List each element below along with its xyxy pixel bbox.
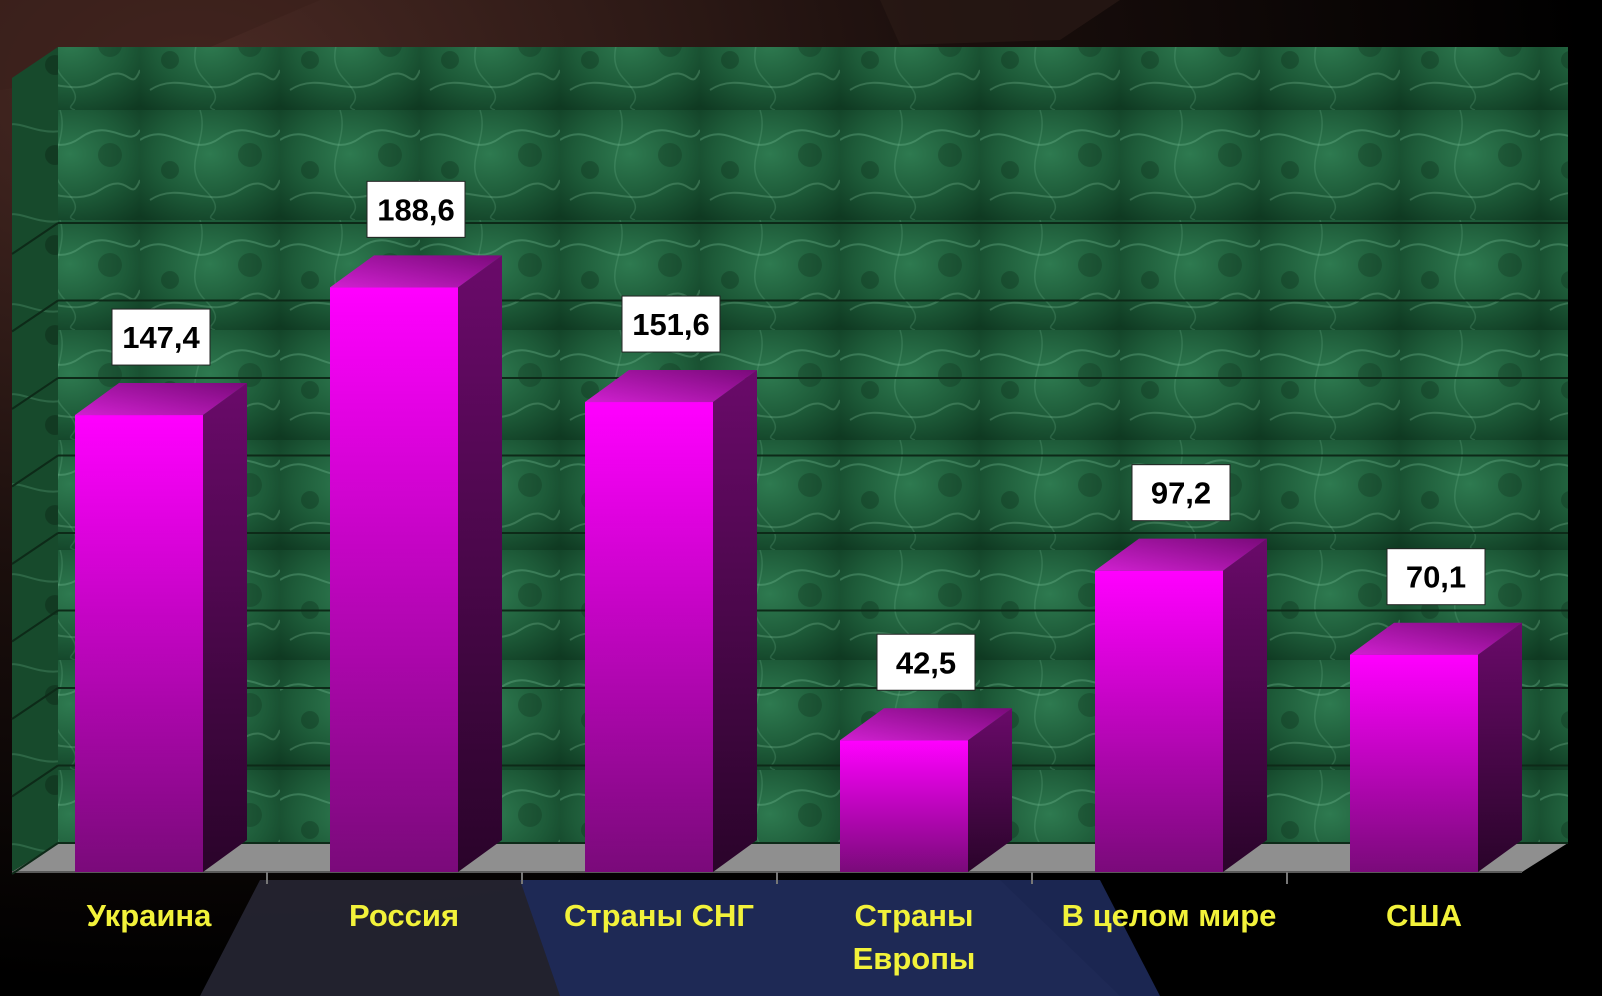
gridline (11, 764, 1568, 798)
value-label-box (621, 295, 721, 353)
value-label-box (1386, 548, 1486, 606)
bar-front (585, 402, 713, 872)
gridline (11, 842, 1568, 875)
bar-front (840, 740, 968, 872)
bars (75, 255, 1522, 873)
bar-front (75, 415, 203, 872)
category-label: Россия (349, 898, 459, 933)
bar-side (1478, 622, 1522, 872)
bar-top (1095, 538, 1267, 571)
value-labels: 147,4 188,6 151,6 42,5 97,2 70,1 (111, 180, 1486, 691)
bar-top (75, 383, 247, 416)
value-label-text: 70,1 (1406, 560, 1466, 595)
bar (1350, 622, 1522, 872)
bar (585, 370, 757, 872)
chart-back-wall (58, 47, 1568, 843)
bar-front (1350, 654, 1478, 872)
bar (840, 708, 1012, 872)
bar-front (1095, 570, 1223, 872)
gridlines (11, 222, 1568, 875)
category-label: Страны Европы (853, 898, 976, 976)
gridline (11, 532, 1568, 565)
bar-top (585, 370, 757, 403)
bar (330, 255, 502, 873)
gridline (11, 222, 1568, 255)
bar-side (458, 255, 502, 873)
value-label-text: 42,5 (896, 645, 956, 680)
value-label: 147,4 (111, 308, 211, 366)
gridline (11, 377, 1568, 410)
bar (1095, 538, 1267, 872)
category-label: В целом мире (1062, 898, 1277, 933)
gridline (11, 609, 1568, 643)
value-label: 188,6 (366, 180, 466, 238)
value-label-box (366, 180, 466, 238)
chart-floor (12, 843, 1568, 872)
value-label-text: 188,6 (377, 192, 455, 227)
bar-side (203, 383, 247, 872)
gridline (11, 454, 1568, 488)
value-label-text: 97,2 (1151, 476, 1211, 511)
bar-side (1223, 538, 1267, 872)
bar-front (330, 287, 458, 873)
gridline (11, 299, 1568, 333)
value-label: 42,5 (876, 633, 976, 691)
value-label-text: 151,6 (632, 307, 710, 342)
bar-side (968, 708, 1012, 872)
gridline (11, 687, 1568, 720)
bar-side (713, 370, 757, 872)
value-label-box (876, 633, 976, 691)
value-label: 97,2 (1131, 464, 1231, 522)
value-label-box (111, 308, 211, 366)
bar (75, 383, 247, 872)
value-label-box (1131, 464, 1231, 522)
chart-side-wall (12, 47, 58, 872)
category-label: Страны СНГ (564, 898, 754, 933)
value-label: 151,6 (621, 295, 721, 353)
value-label-text: 147,4 (122, 320, 200, 355)
category-label: Украина (87, 898, 213, 933)
bar-top (1350, 622, 1522, 655)
category-labels: Украина Россия Страны СНГ Страны Европы В цел… (87, 872, 1462, 976)
bar-top (840, 708, 1012, 741)
category-label: США (1386, 898, 1462, 933)
bar-top (330, 255, 502, 288)
value-label: 70,1 (1386, 548, 1486, 606)
